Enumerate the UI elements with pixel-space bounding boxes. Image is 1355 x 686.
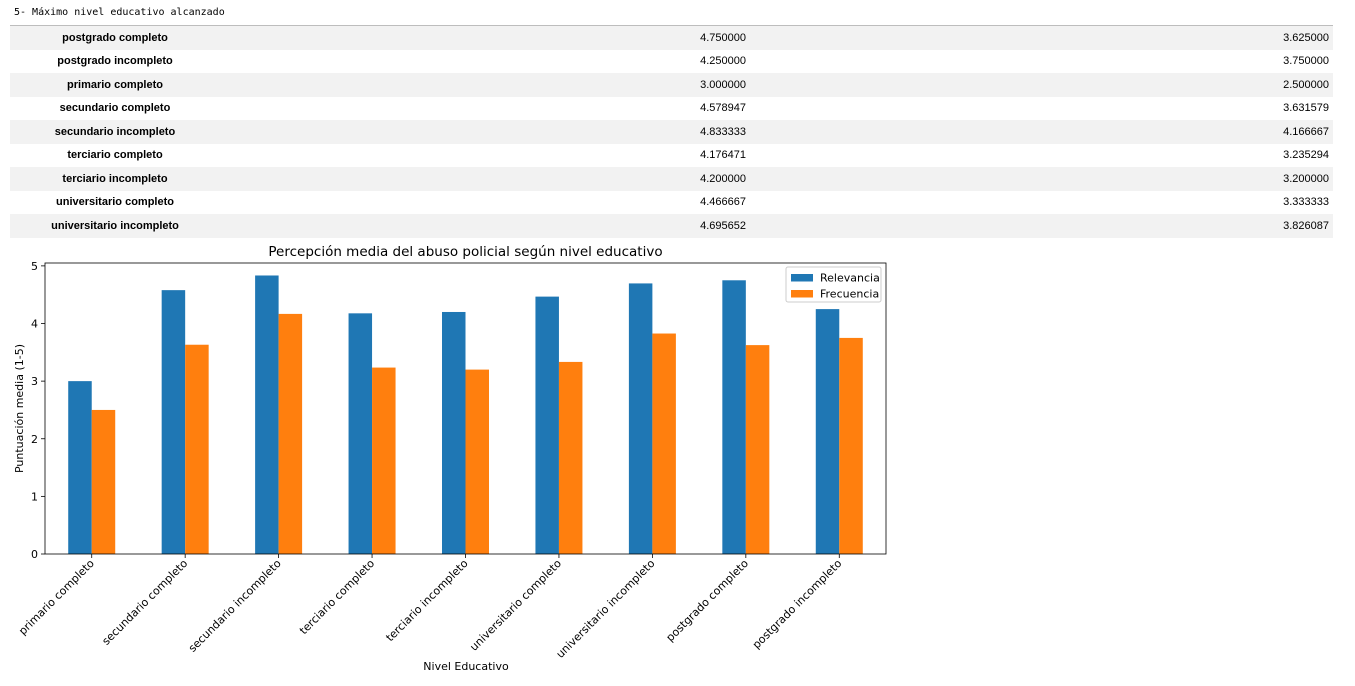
table-row: postgrado incompleto 4.250000 3.750000 [10, 50, 1333, 74]
table-row: terciario incompleto 4.200000 3.200000 [10, 167, 1333, 191]
relevancia-value: 4.750000 [700, 31, 746, 44]
bar-frecuencia [372, 367, 396, 554]
frecuencia-value: 3.631579 [1283, 102, 1329, 115]
frecuencia-value: 3.826087 [1283, 219, 1329, 232]
bar-relevancia [535, 296, 559, 554]
row-label: universitario completo [56, 196, 174, 209]
bar-relevancia [68, 381, 92, 554]
bar-relevancia [722, 280, 746, 554]
row-label: universitario incompleto [51, 219, 179, 232]
bar-frecuencia [839, 337, 863, 554]
table-row: secundario incompleto 4.833333 4.166667 [10, 120, 1333, 144]
bar-frecuencia [745, 345, 770, 554]
table-row: postgrado completo 4.750000 3.625000 [10, 26, 1333, 50]
relevancia-value: 4.578947 [700, 102, 746, 115]
y-tick-label: 0 [31, 548, 38, 561]
table-row: primario completo 3.000000 2.500000 [10, 73, 1333, 97]
x-axis-label: Nivel Educativo [423, 660, 509, 673]
legend-swatch-frecuencia [791, 290, 813, 298]
relevancia-value: 3.000000 [700, 78, 746, 91]
y-tick-label: 3 [31, 375, 38, 388]
table-row: secundario completo 4.578947 3.631579 [10, 97, 1333, 121]
y-tick-label: 1 [31, 490, 38, 503]
legend-label: Frecuencia [820, 288, 879, 301]
bar-relevancia [348, 313, 373, 554]
x-tick-label: terciario completo [297, 557, 377, 637]
x-tick-label: universitario incompleto [554, 557, 658, 661]
bar-relevancia [255, 275, 279, 554]
row-label: terciario incompleto [62, 172, 168, 185]
relevancia-value: 4.695652 [700, 219, 746, 232]
section-heading: 5- Máximo nivel educativo alcanzado [14, 7, 225, 18]
bar-frecuencia [278, 313, 303, 554]
bar-relevancia [815, 309, 840, 554]
x-tick-label: secundario incompleto [186, 557, 284, 655]
bar-relevancia [442, 311, 466, 554]
row-label: postgrado incompleto [57, 55, 173, 68]
frecuencia-value: 3.333333 [1283, 196, 1329, 209]
frecuencia-value: 3.235294 [1283, 149, 1329, 162]
bar-frecuencia [558, 361, 583, 554]
relevancia-value: 4.466667 [700, 196, 746, 209]
row-label: secundario incompleto [54, 125, 176, 138]
row-label: postgrado completo [62, 31, 168, 44]
relevancia-value: 4.833333 [700, 125, 746, 138]
frecuencia-value: 3.200000 [1283, 172, 1329, 185]
legend-label: Relevancia [820, 272, 880, 285]
table-row: terciario completo 4.176471 3.235294 [10, 144, 1333, 168]
bar-chart: 0 1 2 3 4 5 primario completo secundario comple… [13, 244, 887, 673]
frecuencia-value: 3.625000 [1283, 31, 1329, 44]
table-row: universitario completo 4.466667 3.333333 [10, 191, 1333, 215]
chart-title: Percepción media del abuso policial segú… [268, 244, 662, 260]
frecuencia-value: 2.500000 [1283, 78, 1329, 91]
y-tick-label: 2 [31, 433, 38, 446]
bar-frecuencia [185, 344, 209, 554]
x-tick-label: postgrado incompleto [750, 557, 845, 652]
x-tick-label: terciario incompleto [383, 557, 470, 644]
relevancia-value: 4.176471 [700, 149, 746, 162]
legend-swatch-relevancia [791, 274, 813, 282]
y-axis-label: Puntuación media (1-5) [13, 344, 26, 473]
relevancia-value: 4.250000 [700, 55, 746, 68]
frecuencia-value: 3.750000 [1283, 55, 1329, 68]
x-tick-label: secundario completo [100, 557, 191, 648]
row-label: primario completo [67, 78, 163, 91]
bar-relevancia [628, 283, 653, 554]
relevancia-value: 4.200000 [700, 172, 746, 185]
x-tick-label: universitario completo [467, 557, 564, 654]
bar-relevancia [161, 290, 186, 554]
table-row: universitario incompleto 4.695652 3.826087 [10, 214, 1333, 238]
row-label: terciario completo [67, 149, 163, 162]
y-tick-label: 4 [31, 318, 38, 331]
row-label: secundario completo [59, 102, 171, 115]
bar-frecuencia [465, 369, 489, 554]
y-tick-label: 5 [31, 260, 38, 273]
x-tick-label: postgrado completo [664, 557, 752, 645]
frecuencia-value: 4.166667 [1283, 125, 1329, 138]
results-table: postgrado completo 4.750000 3.625000 postgr… [10, 25, 1333, 238]
bar-frecuencia [91, 409, 116, 554]
bar-frecuencia [652, 333, 676, 554]
x-tick-label: primario completo [16, 557, 97, 638]
